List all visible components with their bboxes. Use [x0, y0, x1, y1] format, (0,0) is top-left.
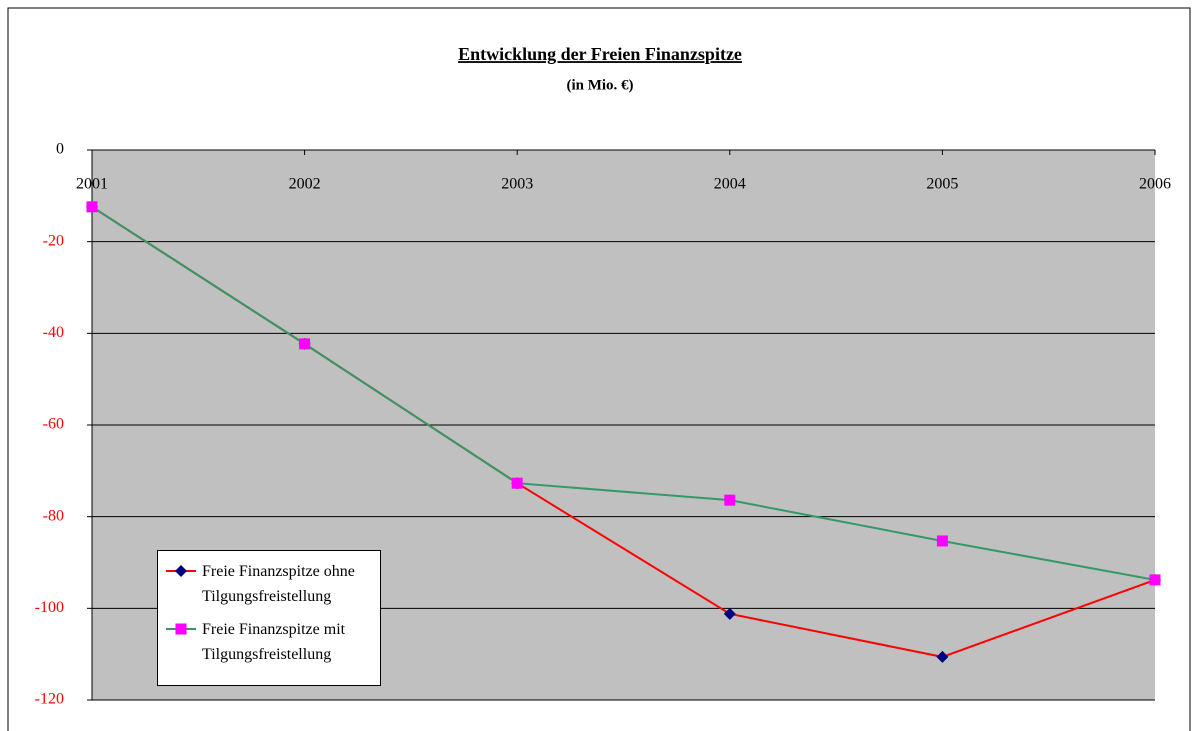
legend-swatch [166, 623, 196, 635]
marker [936, 650, 949, 663]
marker [511, 477, 523, 489]
y-tick-label: -40 [43, 324, 64, 341]
y-tick-label: -80 [43, 507, 64, 524]
marker [723, 607, 736, 620]
legend-label: Freie Finanzspitze mit Tilgungsfreistell… [202, 621, 346, 663]
legend-swatch [166, 565, 196, 577]
marker [724, 494, 736, 506]
x-tick-label: 2006 [1139, 176, 1171, 193]
y-tick-label: -120 [35, 691, 64, 708]
chart-title: Entwicklung der Freien Finanzspitze [458, 44, 742, 64]
y-tick-label: -60 [43, 416, 64, 433]
marker [299, 338, 311, 350]
x-tick-label: 2005 [926, 176, 958, 193]
marker [175, 623, 187, 635]
series-line [91, 205, 1156, 581]
chart-subtitle: (in Mio. €) [566, 77, 633, 93]
marker [175, 565, 187, 577]
y-tick-label: 0 [56, 141, 64, 158]
chart-frame [7, 7, 1191, 731]
y-tick-label: -20 [43, 232, 64, 249]
x-tick-label: 2001 [76, 176, 108, 193]
y-tick-label: -100 [35, 599, 64, 616]
marker [936, 535, 948, 547]
marker [1149, 574, 1161, 586]
legend-item: Freie Finanzspitze ohne Tilgungsfreistel… [164, 559, 374, 609]
legend-label: Freie Finanzspitze ohne Tilgungsfreistel… [202, 563, 355, 605]
marker [86, 201, 98, 213]
legend-item: Freie Finanzspitze mit Tilgungsfreistell… [164, 617, 374, 667]
legend: Freie Finanzspitze ohne Tilgungsfreistel… [157, 550, 381, 686]
x-tick-label: 2003 [501, 176, 533, 193]
x-tick-label: 2002 [289, 176, 321, 193]
x-tick-label: 2004 [714, 176, 746, 193]
